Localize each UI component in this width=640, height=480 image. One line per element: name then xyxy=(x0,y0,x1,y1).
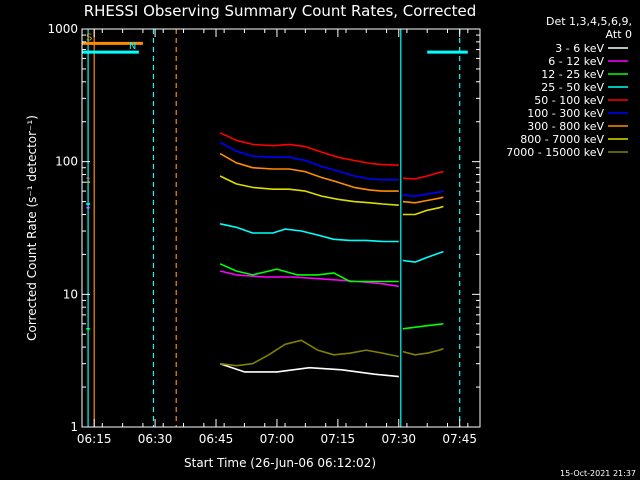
legend-label-8: 7000 - 15000 keV xyxy=(506,146,604,159)
plot-frame xyxy=(81,28,481,428)
legend-label-4: 50 - 100 keV xyxy=(534,94,604,107)
series-2-segment-2 xyxy=(402,323,444,330)
series-0-segment-0 xyxy=(219,362,399,378)
series-5-segment-0 xyxy=(219,141,399,181)
legend-label-7: 800 - 7000 keV xyxy=(520,133,604,146)
series-5-segment-1 xyxy=(402,190,444,197)
y-tick-label-3: 1000 xyxy=(47,22,78,36)
x-tick-label-5: 07:30 xyxy=(381,432,416,446)
series-4-segment-2 xyxy=(402,170,444,180)
series-1-segment-1 xyxy=(219,270,399,288)
x-tick-label-0: 06:15 xyxy=(77,432,112,446)
x-tick-label-6: 07:45 xyxy=(442,432,477,446)
x-tick-label-3: 07:00 xyxy=(260,432,295,446)
x-tick-label-1: 06:30 xyxy=(138,432,173,446)
legend-header-line2: Att 0 xyxy=(606,28,632,41)
legend-label-1: 6 - 12 keV xyxy=(548,55,604,68)
legend-label-2: 12 - 25 keV xyxy=(541,68,604,81)
series-3-segment-1 xyxy=(219,223,399,243)
legend-label-6: 300 - 800 keV xyxy=(527,120,604,133)
series-4-segment-1 xyxy=(219,132,399,166)
y-axis: 1 10 100 1000 xyxy=(47,22,480,434)
x-tick-label-2: 06:45 xyxy=(199,432,234,446)
y-tick-label-1: 10 xyxy=(63,287,78,301)
x-axis: 06:15 06:30 06:45 07:00 07:15 07:30 07:45 xyxy=(77,29,477,446)
state-label-N: N xyxy=(129,41,136,52)
series-layer xyxy=(86,132,444,378)
x-tick-label-4: 07:15 xyxy=(321,432,356,446)
series-6-segment-1 xyxy=(219,152,399,192)
series-8-segment-1 xyxy=(402,347,444,356)
legend-header-line1: Det 1,3,4,5,6,9, xyxy=(546,15,632,28)
series-3-segment-2 xyxy=(402,250,444,263)
legend-label-0: 3 - 6 keV xyxy=(555,42,604,55)
generated-timestamp: 15-Oct-2021 21:37 xyxy=(560,469,636,478)
y-tick-label-2: 100 xyxy=(55,155,78,169)
overlay-layer: SN xyxy=(82,29,468,427)
chart-title: RHESSI Observing Summary Count Rates, Co… xyxy=(84,2,477,20)
y-tick-label-0: 1 xyxy=(70,420,78,434)
legend-label-5: 100 - 300 keV xyxy=(527,107,604,120)
series-8-segment-0 xyxy=(220,339,399,367)
x-axis-label: Start Time (26-Jun-06 06:12:02) xyxy=(184,456,376,470)
series-6-segment-2 xyxy=(402,196,444,204)
y-axis-label: Corrected Count Rate (s⁻¹ detector⁻¹) xyxy=(25,115,39,341)
legend-label-3: 25 - 50 keV xyxy=(541,81,604,94)
series-2-segment-1 xyxy=(219,263,399,283)
series-7-segment-1 xyxy=(402,205,444,216)
series-7-segment-0 xyxy=(219,175,399,206)
state-label-S: S xyxy=(86,32,92,43)
